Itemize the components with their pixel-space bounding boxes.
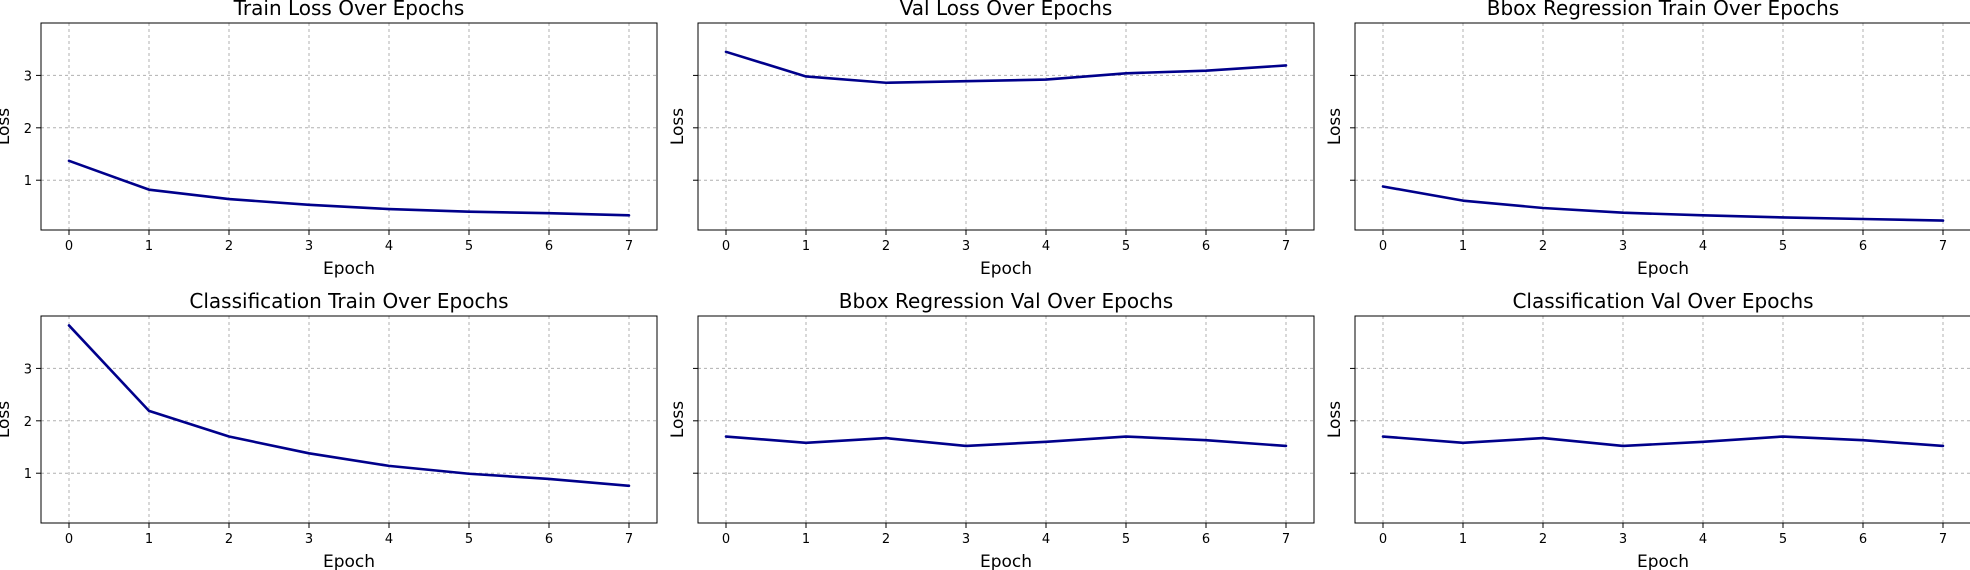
x-tick-label: 7 <box>625 239 633 254</box>
x-tick-label: 4 <box>1042 532 1050 547</box>
chart-title: Val Loss Over Epochs <box>900 0 1113 20</box>
x-tick-label: 2 <box>225 532 233 547</box>
x-tick-label: 7 <box>1282 532 1290 547</box>
y-axis-label: Loss <box>0 108 14 145</box>
x-axis-label: Epoch <box>1637 259 1689 279</box>
chart-panel-5: 0 1 2 3 4 5 6 7 Bbox Regression Val Over Epochs E… <box>668 289 1315 570</box>
plot-frame <box>697 22 1315 231</box>
x-tick-label: 1 <box>145 532 153 547</box>
x-tick-label: 3 <box>962 239 970 254</box>
x-axis-label: Epoch <box>1637 552 1689 570</box>
x-tick-label: 5 <box>1779 239 1787 254</box>
series-line <box>67 324 631 488</box>
plot-frame <box>697 315 1315 524</box>
x-tick-label: 4 <box>1042 239 1050 254</box>
x-tick-label: 4 <box>385 239 393 254</box>
x-tick-label: 2 <box>1539 239 1547 254</box>
x-tick-label: 2 <box>882 532 890 547</box>
x-tick-label: 0 <box>1379 239 1387 254</box>
x-tick-label: 1 <box>802 532 810 547</box>
x-tick-label: 1 <box>802 239 810 254</box>
x-axis-label: Epoch <box>323 259 375 279</box>
x-tick-label: 2 <box>882 239 890 254</box>
x-tick-label: 7 <box>1939 532 1947 547</box>
y-tick-label: 2 <box>24 122 32 137</box>
x-tick-label: 0 <box>1379 532 1387 547</box>
chart-panel-4: 0 1 2 3 4 5 6 7 1 2 3 Classification Train Over Epo… <box>0 289 658 570</box>
x-tick-label: 7 <box>1939 239 1947 254</box>
y-tick-label: 3 <box>24 69 32 84</box>
plot-frame <box>40 315 658 524</box>
x-tick-label: 7 <box>625 532 633 547</box>
y-tick-label: 1 <box>24 467 32 482</box>
x-tick-label: 5 <box>1779 532 1787 547</box>
series-line <box>67 159 631 217</box>
y-tick-label: 1 <box>24 174 32 189</box>
x-tick-label: 3 <box>305 239 313 254</box>
x-tick-label: 5 <box>465 532 473 547</box>
series-line <box>1381 435 1945 448</box>
chart-title: Classification Train Over Epochs <box>189 289 508 313</box>
chart-panel-6: 0 1 2 3 4 5 6 7 Classification Val Over Epochs Ep… <box>1325 289 1970 570</box>
chart-title: Bbox Regression Train Over Epochs <box>1487 0 1839 20</box>
plot-frame <box>40 22 658 231</box>
chart-panel-3: 0 1 2 3 4 5 6 7 Bbox Regression Train Over Epoch… <box>1325 0 1970 279</box>
x-tick-label: 1 <box>1459 532 1467 547</box>
x-tick-label: 5 <box>465 239 473 254</box>
x-tick-label: 0 <box>65 239 73 254</box>
series-line <box>724 50 1288 85</box>
x-tick-label: 0 <box>722 239 730 254</box>
x-tick-label: 6 <box>1202 239 1210 254</box>
y-axis-label: Loss <box>668 108 688 145</box>
x-tick-label: 1 <box>145 239 153 254</box>
y-axis-label: Loss <box>668 401 688 438</box>
x-axis-label: Epoch <box>980 552 1032 570</box>
x-tick-label: 4 <box>1699 532 1707 547</box>
x-tick-label: 2 <box>225 239 233 254</box>
x-tick-label: 2 <box>1539 532 1547 547</box>
plot-frame <box>1354 315 1970 524</box>
series-line <box>724 435 1288 448</box>
x-tick-label: 3 <box>305 532 313 547</box>
x-tick-label: 3 <box>1619 532 1627 547</box>
x-tick-label: 7 <box>1282 239 1290 254</box>
x-tick-label: 6 <box>545 239 553 254</box>
chart-title: Classification Val Over Epochs <box>1512 289 1813 313</box>
x-tick-label: 4 <box>1699 239 1707 254</box>
x-tick-label: 0 <box>722 532 730 547</box>
x-tick-label: 4 <box>385 532 393 547</box>
x-tick-label: 0 <box>65 532 73 547</box>
y-axis-label: Loss <box>1325 108 1345 145</box>
x-axis-label: Epoch <box>980 259 1032 279</box>
x-tick-label: 3 <box>1619 239 1627 254</box>
x-tick-label: 6 <box>1202 532 1210 547</box>
x-axis-label: Epoch <box>323 552 375 570</box>
y-axis-label: Loss <box>0 401 14 438</box>
x-tick-label: 5 <box>1122 239 1130 254</box>
x-tick-label: 3 <box>962 532 970 547</box>
plot-frame <box>1354 22 1970 231</box>
x-tick-label: 6 <box>1859 532 1867 547</box>
series-line <box>1381 185 1945 222</box>
x-tick-label: 5 <box>1122 532 1130 547</box>
y-axis-label: Loss <box>1325 401 1345 438</box>
chart-title: Train Loss Over Epochs <box>233 0 465 20</box>
chart-panel-2: 0 1 2 3 4 5 6 7 Val Loss Over Epochs Epoch Loss <box>668 0 1315 279</box>
x-tick-label: 1 <box>1459 239 1467 254</box>
y-tick-label: 2 <box>24 415 32 430</box>
x-tick-label: 6 <box>1859 239 1867 254</box>
chart-panel-1: 0 1 2 3 4 5 6 7 1 2 3 Train Loss Over Epochs Epoch Lo… <box>0 0 658 279</box>
y-tick-label: 3 <box>24 362 32 377</box>
chart-title: Bbox Regression Val Over Epochs <box>839 289 1173 313</box>
x-tick-label: 6 <box>545 532 553 547</box>
